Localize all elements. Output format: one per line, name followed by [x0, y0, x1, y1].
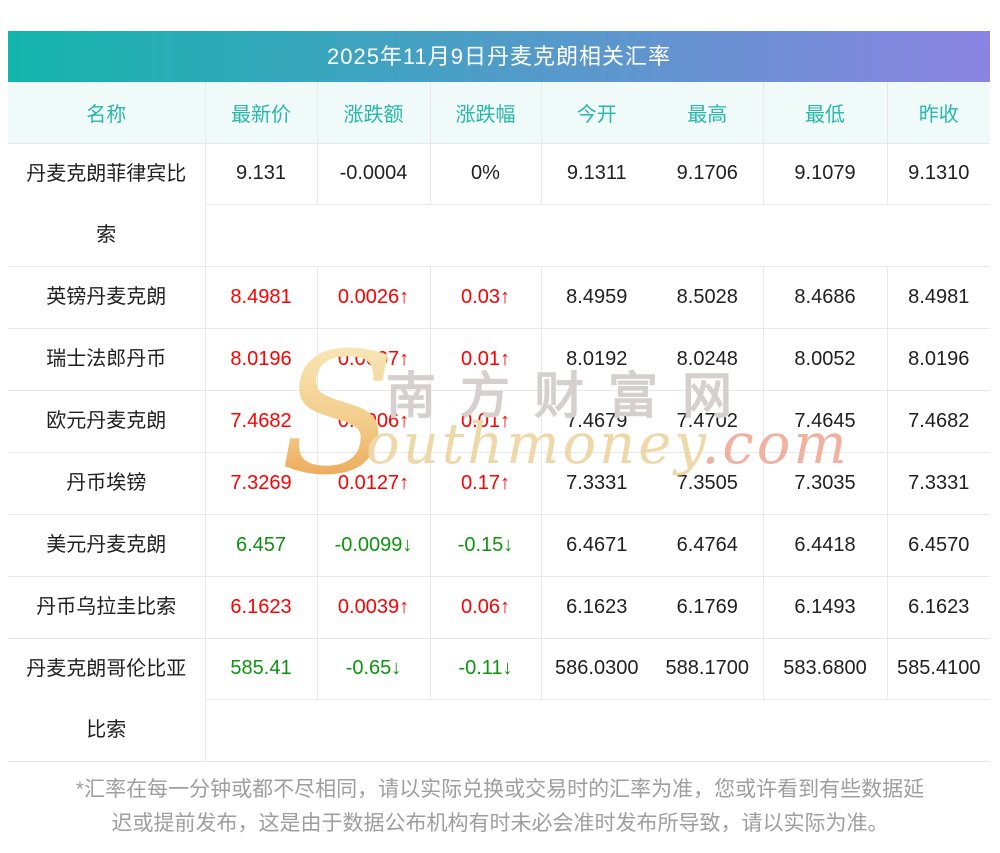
cell-change: 0.0006↑	[317, 390, 431, 453]
cell-high: 6.4764	[652, 514, 764, 577]
cell-latest: 8.4981	[205, 266, 318, 329]
cell-latest: 8.0196	[205, 328, 318, 391]
cell-open: 9.1311	[541, 143, 652, 205]
cell-pair-name: 丹币乌拉圭比索	[8, 576, 206, 639]
table-row: 英镑丹麦克朗 8.4981 0.0026↑ 0.03↑ 8.4959 8.502…	[8, 266, 990, 329]
cell-open: 8.0192	[541, 328, 652, 391]
cell-latest: 7.4682	[205, 390, 318, 453]
table-row: 丹麦克朗菲律宾比索 9.131 -0.0004 0% 9.1311 9.1706…	[8, 143, 990, 267]
cell-change: 0.0039↑	[317, 576, 431, 639]
cell-high: 588.1700	[652, 638, 764, 700]
cell-pair-name: 丹麦克朗哥伦比亚比索	[8, 638, 206, 762]
table-header-row: 名称 最新价 涨跌额 涨跌幅 今开 最高 最低 昨收	[8, 82, 990, 144]
cell-high: 9.1706	[652, 143, 764, 205]
cell-pct: 0.06↑	[430, 576, 542, 639]
cell-open: 7.3331	[541, 452, 652, 515]
col-header-high: 最高	[652, 82, 764, 144]
cell-open: 6.4671	[541, 514, 652, 577]
table-row: 欧元丹麦克朗 7.4682 0.0006↑ 0.01↑ 7.4679 7.470…	[8, 390, 990, 453]
cell-latest: 6.1623	[205, 576, 318, 639]
cell-change: 0.0007↑	[317, 328, 431, 391]
cell-prev: 6.4570	[887, 514, 990, 577]
cell-pct: 0.01↑	[430, 390, 542, 453]
table-row-spacer	[8, 699, 990, 762]
cell-latest: 7.3269	[205, 452, 318, 515]
cell-high: 8.0248	[652, 328, 764, 391]
col-header-latest: 最新价	[205, 82, 318, 144]
table-row: 美元丹麦克朗 6.457 -0.0099↓ -0.15↓ 6.4671 6.47…	[8, 514, 990, 577]
col-header-open: 今开	[541, 82, 652, 144]
cell-prev: 7.4682	[887, 390, 990, 453]
cell-pct: 0.17↑	[430, 452, 542, 515]
cell-low: 583.6800	[763, 638, 888, 700]
cell-open: 7.4679	[541, 390, 652, 453]
table-row: 丹币埃镑 7.3269 0.0127↑ 0.17↑ 7.3331 7.3505 …	[8, 452, 990, 515]
cell-pair-name: 丹币埃镑	[8, 452, 206, 515]
disclaimer-line-1: *汇率在每一分钟或都不尽相同，请以实际兑换或交易时的汇率为准，您或许看到有些数据…	[75, 778, 925, 801]
cell-low: 9.1079	[763, 143, 888, 205]
cell-pct: 0.03↑	[430, 266, 542, 329]
table-row: 瑞士法郎丹币 8.0196 0.0007↑ 0.01↑ 8.0192 8.024…	[8, 328, 990, 391]
cell-prev: 8.0196	[887, 328, 990, 391]
cell-change: 0.0127↑	[317, 452, 431, 515]
cell-prev: 8.4981	[887, 266, 990, 329]
cell-change: -0.0004	[317, 143, 431, 205]
cell-pct: 0.01↑	[430, 328, 542, 391]
cell-change: 0.0026↑	[317, 266, 431, 329]
cell-low: 6.4418	[763, 514, 888, 577]
cell-pct: -0.11↓	[430, 638, 542, 700]
cell-latest: 6.457	[205, 514, 318, 577]
cell-latest: 585.41	[205, 638, 318, 700]
cell-change: -0.0099↓	[317, 514, 431, 577]
col-header-pct: 涨跌幅	[430, 82, 542, 144]
col-header-low: 最低	[763, 82, 888, 144]
cell-low: 6.1493	[763, 576, 888, 639]
col-header-prev: 昨收	[887, 82, 990, 144]
disclaimer-line-2: 迟或提前发布，这是由于数据公布机构有时未必会准时发布所导致，请以实际为准。	[111, 812, 889, 835]
cell-prev: 585.4100	[887, 638, 990, 700]
cell-pair-name: 瑞士法郎丹币	[8, 328, 206, 391]
cell-pair-name: 英镑丹麦克朗	[8, 266, 206, 329]
cell-high: 7.4702	[652, 390, 764, 453]
cell-prev: 9.1310	[887, 143, 990, 205]
cell-prev: 6.1623	[887, 576, 990, 639]
cell-high: 7.3505	[652, 452, 764, 515]
cell-pair-name: 欧元丹麦克朗	[8, 390, 206, 453]
cell-low: 7.3035	[763, 452, 888, 515]
table-row-spacer	[8, 204, 990, 267]
col-header-change: 涨跌额	[317, 82, 431, 144]
disclaimer-note: *汇率在每一分钟或都不尽相同，请以实际兑换或交易时的汇率为准，您或许看到有些数据…	[0, 773, 1000, 841]
cell-low: 8.0052	[763, 328, 888, 391]
cell-open: 586.0300	[541, 638, 652, 700]
cell-latest: 9.131	[205, 143, 318, 205]
cell-pair-name: 丹麦克朗菲律宾比索	[8, 143, 206, 267]
table-row: 丹麦克朗哥伦比亚比索 585.41 -0.65↓ -0.11↓ 586.0300…	[8, 638, 990, 762]
exchange-rate-table: 名称 最新价 涨跌额 涨跌幅 今开 最高 最低 昨收 丹麦克朗菲律宾比索 9.1…	[8, 82, 990, 762]
cell-low: 8.4686	[763, 266, 888, 329]
cell-high: 8.5028	[652, 266, 764, 329]
page-title: 2025年11月9日丹麦克朗相关汇率	[8, 31, 990, 82]
cell-low: 7.4645	[763, 390, 888, 453]
cell-open: 8.4959	[541, 266, 652, 329]
table-row: 丹币乌拉圭比索 6.1623 0.0039↑ 0.06↑ 6.1623 6.17…	[8, 576, 990, 639]
cell-prev: 7.3331	[887, 452, 990, 515]
cell-change: -0.65↓	[317, 638, 431, 700]
cell-high: 6.1769	[652, 576, 764, 639]
cell-open: 6.1623	[541, 576, 652, 639]
cell-pct: 0%	[430, 143, 542, 205]
cell-pair-name: 美元丹麦克朗	[8, 514, 206, 577]
col-header-name: 名称	[8, 82, 206, 144]
cell-pct: -0.15↓	[430, 514, 542, 577]
